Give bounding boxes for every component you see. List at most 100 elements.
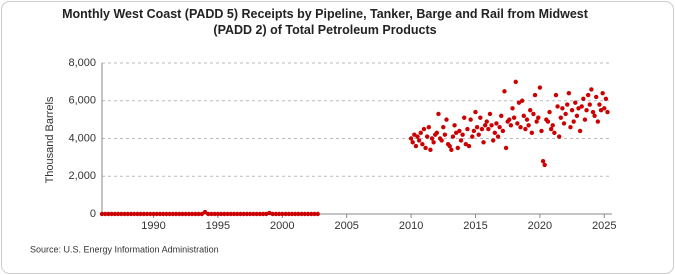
- y-tick-label: 6,000: [68, 95, 96, 107]
- point: [449, 147, 454, 153]
- point: [495, 134, 501, 139]
- point: [151, 211, 156, 217]
- y-tick-label: 2,000: [68, 170, 96, 182]
- point: [138, 211, 143, 217]
- point: [215, 211, 221, 217]
- point: [141, 211, 147, 217]
- chart-title: Monthly West Coast (PADD 5) Receipts by …: [62, 7, 588, 37]
- point: [595, 119, 601, 124]
- point: [503, 145, 509, 151]
- point: [424, 134, 430, 139]
- point: [296, 211, 301, 217]
- point: [581, 96, 586, 102]
- point: [312, 211, 317, 217]
- point: [122, 211, 127, 217]
- point: [177, 211, 182, 217]
- point: [439, 138, 444, 143]
- point: [280, 211, 285, 217]
- point: [413, 143, 419, 149]
- point: [202, 209, 208, 215]
- point: [473, 109, 478, 115]
- point: [241, 211, 246, 217]
- point: [536, 115, 541, 120]
- point: [283, 211, 288, 217]
- point: [576, 106, 581, 111]
- point: [103, 211, 108, 217]
- point: [115, 211, 121, 217]
- point: [444, 117, 449, 122]
- point: [476, 132, 481, 137]
- point: [292, 211, 298, 217]
- point: [286, 211, 291, 217]
- point: [426, 124, 431, 130]
- point: [603, 96, 609, 102]
- point: [523, 126, 528, 132]
- point: [497, 124, 502, 130]
- point: [460, 132, 465, 137]
- point: [218, 211, 224, 217]
- point: [453, 130, 459, 136]
- point: [170, 211, 176, 217]
- point: [302, 211, 308, 217]
- point: [574, 113, 580, 119]
- x-tick-label: 2025: [592, 220, 616, 232]
- point: [507, 117, 512, 122]
- point: [502, 89, 507, 94]
- point: [209, 211, 214, 217]
- x-tick-label: 2020: [528, 220, 552, 232]
- point: [238, 211, 243, 217]
- point: [128, 211, 134, 217]
- point: [487, 111, 493, 117]
- point: [592, 113, 597, 119]
- point: [135, 211, 140, 217]
- point: [529, 130, 535, 136]
- point: [421, 126, 427, 132]
- point: [547, 109, 552, 115]
- point: [125, 211, 130, 217]
- point: [436, 111, 441, 117]
- point: [598, 107, 604, 113]
- point: [254, 211, 259, 217]
- point: [420, 141, 425, 147]
- point: [590, 109, 596, 115]
- point: [492, 130, 498, 136]
- point: [532, 92, 538, 98]
- point: [568, 124, 573, 130]
- point: [160, 211, 166, 217]
- point: [465, 126, 470, 132]
- point: [247, 211, 253, 217]
- point: [468, 117, 473, 122]
- point: [228, 211, 233, 217]
- point: [518, 124, 523, 130]
- point: [431, 140, 436, 145]
- point: [573, 100, 578, 105]
- point: [553, 92, 559, 98]
- point: [157, 211, 163, 217]
- point: [193, 211, 198, 217]
- point: [494, 121, 499, 126]
- point: [594, 94, 599, 100]
- point: [199, 211, 205, 217]
- point: [462, 115, 467, 120]
- point: [154, 211, 159, 217]
- point: [206, 211, 211, 217]
- point: [299, 211, 304, 217]
- point: [315, 211, 320, 217]
- point: [305, 211, 311, 217]
- point: [555, 104, 560, 109]
- point: [442, 132, 448, 137]
- x-tick-label: 2015: [463, 220, 487, 232]
- point: [566, 91, 572, 96]
- point: [455, 145, 460, 151]
- point: [510, 106, 515, 111]
- point: [582, 117, 588, 122]
- point: [508, 123, 514, 128]
- point: [563, 111, 568, 117]
- point: [452, 123, 457, 128]
- point: [471, 128, 477, 134]
- point: [558, 115, 564, 120]
- point: [276, 211, 282, 217]
- point: [519, 98, 525, 103]
